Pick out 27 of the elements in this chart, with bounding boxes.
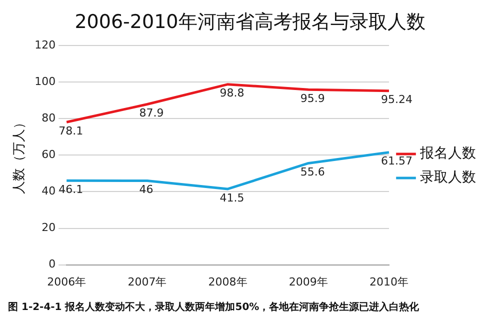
y-tick-label: 80 [42, 112, 56, 125]
x-tick-label: 2010年 [370, 275, 408, 288]
y-tick-label: 20 [42, 221, 56, 234]
data-label: 41.5 [220, 191, 244, 204]
x-tick-label: 2008年 [208, 275, 248, 288]
x-tick-label: 2006年 [47, 275, 86, 288]
y-tick-label: 40 [42, 184, 56, 198]
data-label: 55.6 [300, 166, 325, 179]
data-label: 98.8 [220, 86, 244, 100]
text: 报名人数 [419, 146, 476, 162]
data-label: 46 [139, 183, 154, 196]
y-tick-label: 100 [34, 74, 56, 88]
y-tick-label: 60 [42, 148, 56, 162]
data-label: 87.9 [139, 106, 164, 120]
y-axis-title: 人数（万人） [12, 116, 28, 194]
x-tick-label: 2009年 [288, 275, 328, 288]
caption: 图 1-2-4-1 报名人数变动不大，录取人数两年增加50%，各地在河南争抢生源已进入白热化 [8, 300, 420, 314]
data-label: 78.1 [58, 124, 84, 138]
data-label: 95.24 [381, 93, 412, 106]
data-label: 95.9 [300, 92, 325, 105]
data-label: 46.1 [58, 182, 84, 196]
y-tick-label: 0 [48, 258, 56, 271]
data-label: 61.57 [381, 154, 412, 168]
y-tick-label: 120 [34, 38, 56, 52]
x-tick-label: 2007年 [128, 275, 167, 288]
chart-title: 2006-2010年河南省高考报名与录取人数 [74, 10, 426, 35]
legend-label: 录取人数 [420, 170, 476, 186]
